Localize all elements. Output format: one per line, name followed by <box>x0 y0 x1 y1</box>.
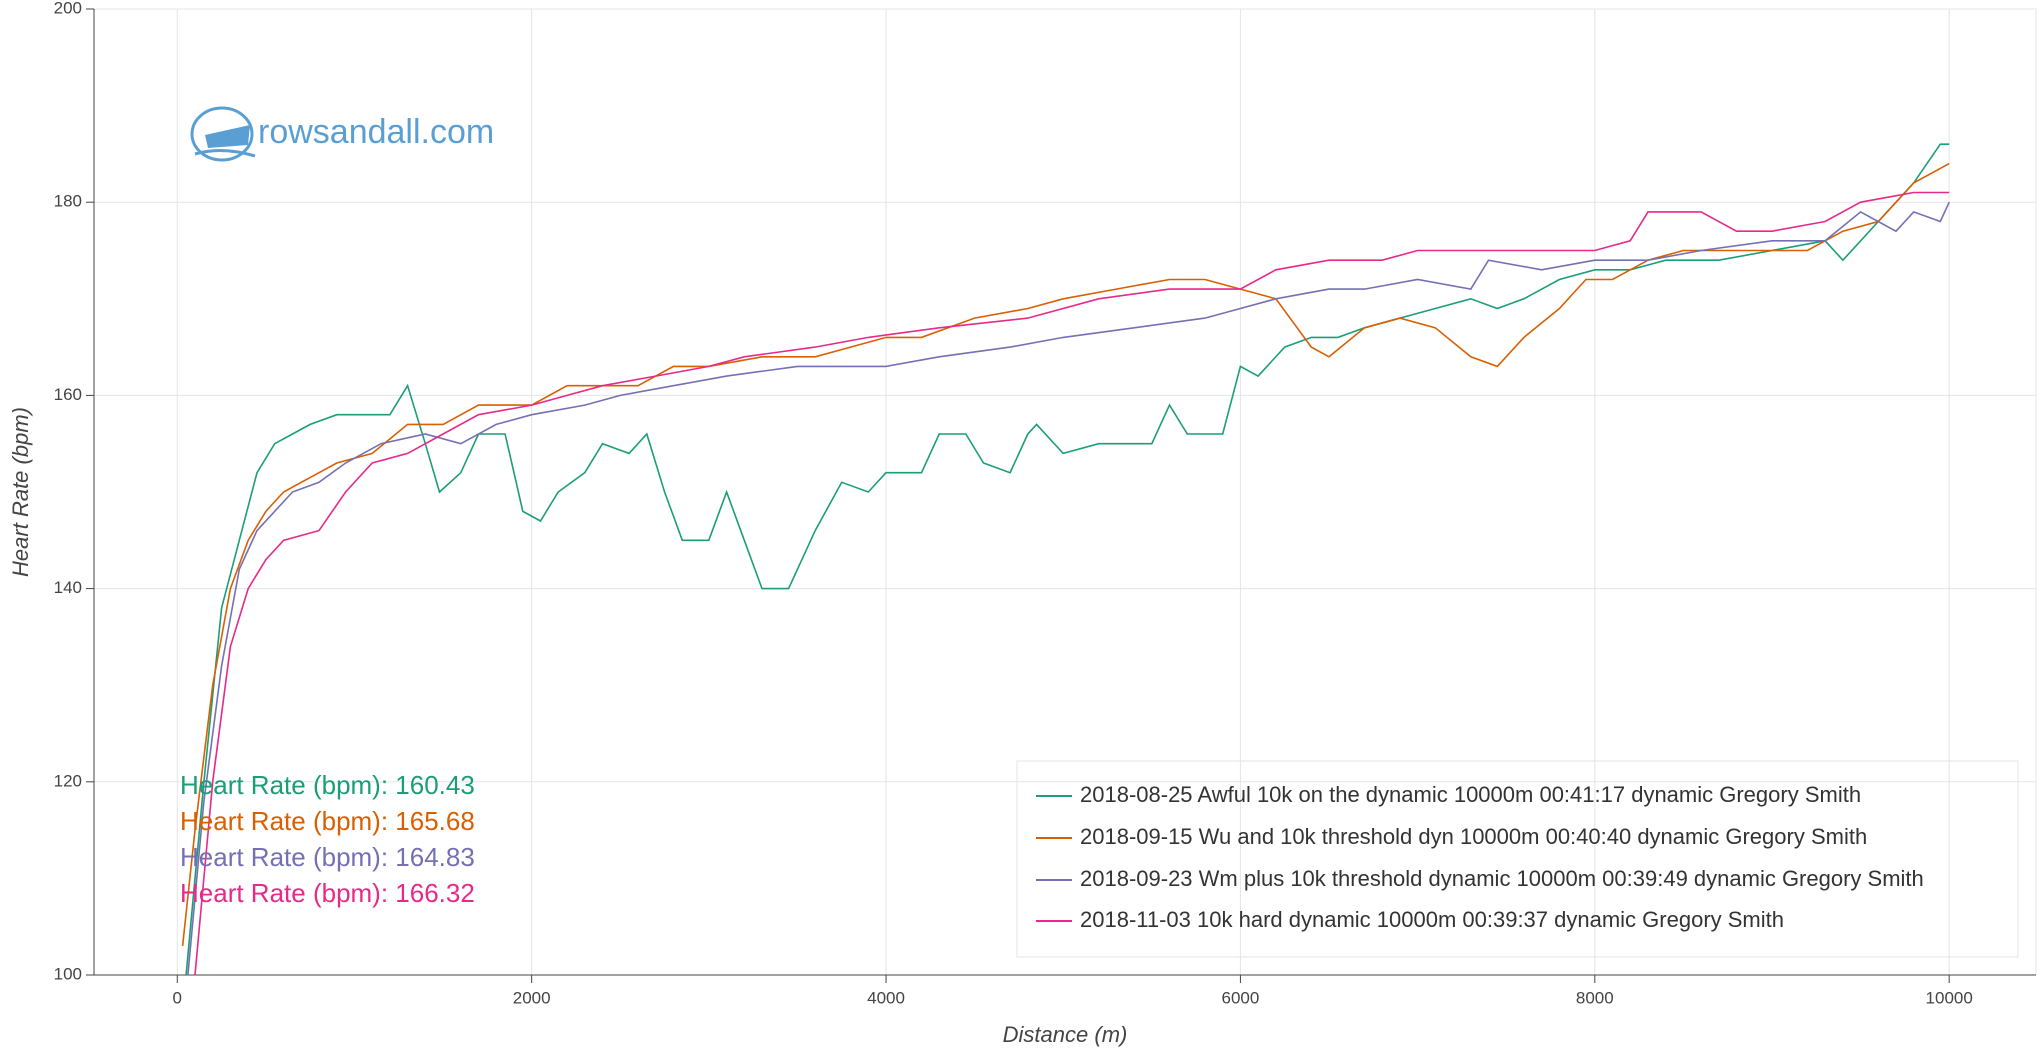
x-tick-label: 2000 <box>513 988 551 1007</box>
y-axis-label: Heart Rate (bpm) <box>8 407 33 577</box>
legend-label: 2018-11-03 10k hard dynamic 10000m 00:39… <box>1080 907 1784 932</box>
series-line <box>187 201 1950 976</box>
x-tick-label: 10000 <box>1926 988 1973 1007</box>
annotation: Heart Rate (bpm): 166.32 <box>180 878 475 908</box>
x-tick-label: 0 <box>173 988 182 1007</box>
annotation: Heart Rate (bpm): 160.43 <box>180 770 475 800</box>
logo-boat <box>205 125 250 148</box>
x-tick-label: 4000 <box>867 988 905 1007</box>
y-tick-label: 160 <box>54 385 82 404</box>
legend-label: 2018-09-23 Wm plus 10k threshold dynamic… <box>1080 866 1924 891</box>
x-axis-label: Distance (m) <box>1003 1022 1128 1047</box>
x-tick-label: 6000 <box>1222 988 1260 1007</box>
series-line <box>185 143 1950 976</box>
y-tick-label: 200 <box>54 0 82 17</box>
annotation: Heart Rate (bpm): 165.68 <box>180 806 475 836</box>
y-tick-label: 120 <box>54 771 82 790</box>
legend-label: 2018-09-15 Wu and 10k threshold dyn 1000… <box>1080 824 1867 849</box>
y-tick-label: 100 <box>54 964 82 983</box>
legend <box>1016 760 2019 958</box>
y-tick-label: 140 <box>54 578 82 597</box>
series-line <box>194 191 1950 976</box>
annotation: Heart Rate (bpm): 164.83 <box>180 842 475 872</box>
x-tick-label: 8000 <box>1576 988 1614 1007</box>
y-tick-label: 180 <box>54 192 82 211</box>
legend-label: 2018-08-25 Awful 10k on the dynamic 1000… <box>1080 782 1861 807</box>
series-line <box>181 162 1950 947</box>
logo: rowsandall.com <box>190 106 494 162</box>
logo-text: rowsandall.com <box>258 113 494 151</box>
logo-wave <box>194 149 256 158</box>
logo-ring <box>190 106 254 162</box>
